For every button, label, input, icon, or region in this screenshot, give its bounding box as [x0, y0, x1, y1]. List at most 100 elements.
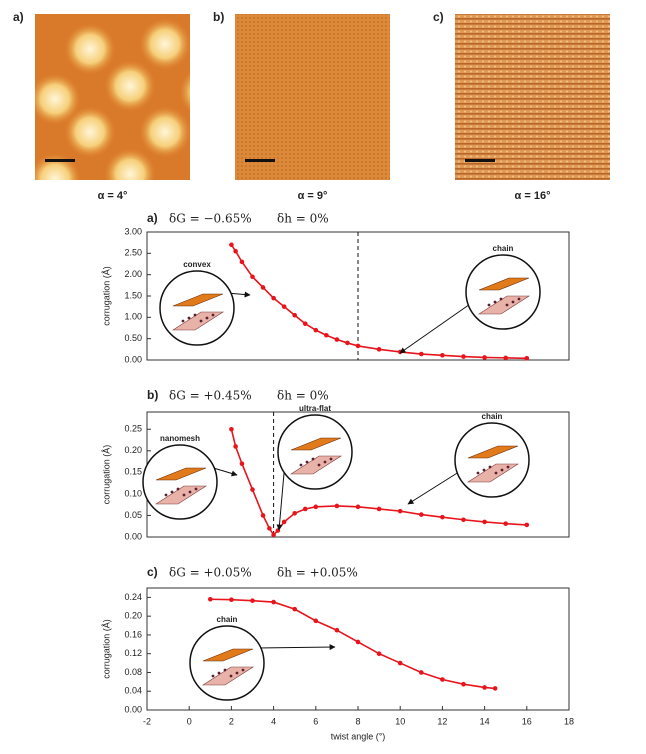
atom: [495, 472, 498, 475]
data-point: [292, 511, 297, 516]
data-point: [292, 607, 297, 612]
atom: [306, 461, 309, 464]
atom: [488, 304, 491, 307]
data-point: [377, 507, 382, 512]
atom: [188, 317, 191, 320]
atom: [212, 314, 215, 317]
data-point: [250, 487, 255, 492]
y-tick-label: 0.10: [124, 488, 142, 498]
bubble-arrow: [408, 470, 462, 504]
x-tick-label: 10: [395, 716, 405, 726]
data-point: [303, 507, 308, 512]
y-axis-label: corrugation (Å): [101, 619, 111, 679]
data-point: [282, 304, 287, 309]
data-point: [250, 598, 255, 603]
data-point: [233, 249, 238, 254]
bubble-arrow: [257, 647, 335, 648]
atom: [500, 298, 503, 301]
atom: [206, 317, 209, 320]
y-tick-label: 0.16: [124, 629, 142, 639]
bubble-label: nanomesh: [160, 434, 200, 443]
atom: [236, 672, 239, 675]
image-caption: α = 4°: [98, 190, 128, 202]
data-point: [335, 337, 340, 342]
x-tick-label: 2: [229, 716, 234, 726]
y-tick-label: 0.50: [124, 333, 142, 343]
y-tick-label: 0.00: [124, 354, 142, 364]
data-point: [282, 520, 287, 525]
y-tick-label: 0.05: [124, 510, 142, 520]
data-point: [271, 600, 276, 605]
bubble-circle: [190, 626, 264, 700]
atom: [242, 669, 245, 672]
data-point: [525, 356, 530, 361]
atom: [218, 672, 221, 675]
atom: [312, 458, 315, 461]
image-bg: [455, 14, 610, 180]
data-point: [314, 328, 319, 333]
y-tick-label: 2.50: [124, 248, 142, 258]
atom: [230, 675, 233, 678]
bubble-circle: [278, 415, 352, 489]
panel-label: a): [13, 10, 24, 24]
schematic-bubble: [400, 255, 540, 353]
x-tick-label: 18: [564, 716, 574, 726]
scale-bar: [465, 159, 495, 162]
moire-blob: [64, 23, 116, 75]
y-tick-label: 0.25: [124, 424, 142, 434]
data-point: [461, 517, 466, 522]
y-axis-label: corrugation (Å): [101, 266, 111, 326]
data-point: [208, 597, 213, 602]
atom: [300, 464, 303, 467]
data-point: [314, 505, 319, 510]
atom: [165, 494, 168, 497]
data-point: [503, 356, 508, 361]
data-point: [525, 523, 530, 528]
annotation: δG = +0.05%: [169, 566, 252, 580]
scale-bar: [245, 159, 275, 162]
y-tick-label: 3.00: [124, 226, 142, 236]
bubble-circle: [466, 255, 540, 329]
y-axis-label: corrugation (Å): [101, 445, 111, 505]
data-point: [482, 355, 487, 360]
bubble-circle: [143, 445, 217, 519]
data-point: [377, 347, 382, 352]
atom: [183, 494, 186, 497]
x-tick-label: -2: [143, 716, 151, 726]
figure: a)α = 4°b)α = 9°c)α = 16°a)δG = −0.65%δh…: [0, 0, 646, 749]
panel-label: c): [433, 10, 444, 24]
data-point: [303, 321, 308, 326]
bubble-circle: [455, 423, 529, 497]
data-point: [250, 275, 255, 280]
x-axis-label: twist angle (°): [331, 731, 386, 741]
atom: [182, 320, 185, 323]
data-point: [419, 512, 424, 517]
x-tick-label: 14: [480, 716, 490, 726]
data-point: [377, 651, 382, 656]
data-point: [440, 353, 445, 358]
atom: [512, 301, 515, 304]
moire-blob: [139, 106, 191, 158]
bubble-label: ultra-flat: [299, 404, 331, 413]
x-tick-label: 8: [355, 716, 360, 726]
data-point: [292, 313, 297, 318]
atom: [194, 314, 197, 317]
atom: [477, 472, 480, 475]
atom: [200, 320, 203, 323]
data-point: [324, 333, 329, 338]
y-tick-label: 0.08: [124, 667, 142, 677]
atom: [506, 304, 509, 307]
atom: [212, 675, 215, 678]
data-point: [335, 504, 340, 509]
x-tick-label: 0: [187, 716, 192, 726]
atom: [189, 491, 192, 494]
x-tick-label: 6: [313, 716, 318, 726]
data-point: [461, 682, 466, 687]
atom: [318, 464, 321, 467]
y-tick-label: 1.50: [124, 290, 142, 300]
stm-image: [29, 14, 231, 205]
data-point: [398, 661, 403, 666]
data-point: [271, 533, 276, 538]
data-point: [229, 243, 234, 248]
y-tick-label: 0.20: [124, 445, 142, 455]
